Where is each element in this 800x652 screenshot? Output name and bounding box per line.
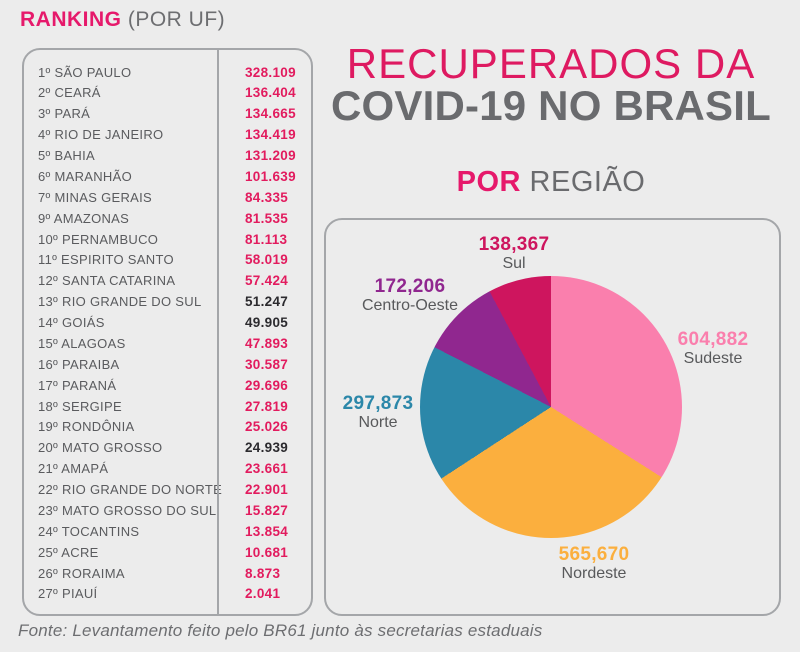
state-recovered-value: 328.109 bbox=[245, 64, 296, 80]
state-recovered-value: 57.424 bbox=[245, 273, 289, 289]
state-rank-label: 16º PARAIBA bbox=[38, 356, 120, 372]
state-recovered-value: 30.587 bbox=[245, 356, 289, 372]
state-recovered-value: 49.905 bbox=[245, 315, 289, 330]
state-rank-label: 15º ALAGOAS bbox=[38, 335, 126, 351]
state-recovered-value: 81.535 bbox=[245, 210, 289, 226]
source-note: Fonte: Levantamento feito pelo BR61 junt… bbox=[18, 621, 543, 640]
state-rank-label: 7º MINAS GERAIS bbox=[38, 189, 152, 205]
ranking-title-accent: RANKING bbox=[20, 8, 122, 31]
table-row: 16º PARAIBA 30.587 bbox=[24, 356, 311, 372]
table-row: 3º PARÁ 134.665 bbox=[24, 106, 311, 122]
state-rank-label: 6º MARANHÃO bbox=[38, 168, 133, 184]
page-title-line2: COVID-19 NO BRASIL bbox=[331, 82, 771, 129]
table-row: 2º CEARÁ 136.404 bbox=[24, 85, 311, 101]
state-rank-label: 9º AMAZONAS bbox=[38, 210, 130, 226]
state-rank-label: 11º ESPIRITO SANTO bbox=[38, 252, 174, 268]
state-rank-label: 27º PIAUÍ bbox=[38, 586, 98, 602]
table-row: 26º RORAIMA 8.873 bbox=[24, 565, 311, 581]
state-rank-label: 20º MATO GROSSO bbox=[38, 440, 163, 456]
state-rank-label: 2º CEARÁ bbox=[38, 85, 101, 101]
state-recovered-value: 2.041 bbox=[245, 586, 281, 602]
table-row: 7º MINAS GERAIS 84.335 bbox=[24, 189, 311, 205]
state-recovered-value: 23.661 bbox=[245, 461, 289, 477]
state-recovered-value: 15.827 bbox=[245, 502, 289, 518]
state-recovered-value: 58.019 bbox=[245, 252, 289, 268]
state-recovered-value: 47.893 bbox=[245, 335, 289, 351]
table-row: 27º PIAUÍ 2.041 bbox=[24, 586, 311, 602]
table-row: 11º ESPIRITO SANTO 58.019 bbox=[24, 252, 311, 268]
table-row: 14º GOIÁS 49.905 bbox=[24, 315, 311, 330]
table-row: 20º MATO GROSSO 24.939 bbox=[24, 440, 311, 456]
state-rank-label: 25º ACRE bbox=[38, 544, 99, 560]
region-panel bbox=[324, 218, 781, 616]
state-rank-label: 10º PERNAMBUCO bbox=[38, 231, 159, 247]
table-row: 17º PARANÁ 29.696 bbox=[24, 377, 311, 393]
chart-subtitle-rest: REGIÃO bbox=[520, 166, 646, 198]
state-rank-label: 22º RIO GRANDE DO NORTE bbox=[38, 482, 223, 497]
state-rank-label: 12º SANTA CATARINA bbox=[38, 273, 176, 289]
state-rank-label: 23º MATO GROSSO DO SUL bbox=[38, 502, 217, 518]
state-rank-label: 18º SERGIPE bbox=[38, 398, 122, 414]
table-row: 4º RIO DE JANEIRO 134.419 bbox=[24, 127, 311, 143]
table-row: 19º RONDÔNIA 25.026 bbox=[24, 419, 311, 435]
state-recovered-value: 8.873 bbox=[245, 565, 281, 581]
column-divider bbox=[217, 50, 219, 614]
table-row: 21º AMAPÁ 23.661 bbox=[24, 461, 311, 477]
table-row: 1º SÃO PAULO 328.109 bbox=[24, 64, 311, 80]
page-title-line1: RECUPERADOS DA bbox=[346, 40, 756, 87]
state-recovered-value: 29.696 bbox=[245, 377, 289, 393]
table-row: 22º RIO GRANDE DO NORTE 22.901 bbox=[24, 482, 311, 497]
state-rank-label: 26º RORAIMA bbox=[38, 565, 125, 581]
ranking-table: 1º SÃO PAULO 328.109 2º CEARÁ 136.404 3º… bbox=[24, 50, 311, 614]
state-recovered-value: 10.681 bbox=[245, 544, 289, 560]
state-recovered-value: 25.026 bbox=[245, 419, 289, 435]
table-row: 15º ALAGOAS 47.893 bbox=[24, 335, 311, 351]
pie-chart bbox=[420, 276, 682, 538]
state-recovered-value: 101.639 bbox=[245, 168, 296, 184]
table-row: 10º PERNAMBUCO 81.113 bbox=[24, 231, 311, 247]
state-rank-label: 5º BAHIA bbox=[38, 148, 96, 163]
state-recovered-value: 134.419 bbox=[245, 127, 296, 143]
table-row: 13º RIO GRANDE DO SUL 51.247 bbox=[24, 294, 311, 310]
table-row: 23º MATO GROSSO DO SUL 15.827 bbox=[24, 502, 311, 518]
chart-subtitle: POR REGIÃO bbox=[457, 167, 646, 198]
state-rank-label: 19º RONDÔNIA bbox=[38, 419, 135, 435]
state-rank-label: 24º TOCANTINS bbox=[38, 523, 140, 539]
ranking-panel: 1º SÃO PAULO 328.109 2º CEARÁ 136.404 3º… bbox=[22, 48, 313, 616]
table-row: 24º TOCANTINS 13.854 bbox=[24, 523, 311, 539]
state-recovered-value: 13.854 bbox=[245, 523, 289, 539]
ranking-title: RANKING (POR UF) bbox=[20, 8, 225, 32]
state-rank-label: 1º SÃO PAULO bbox=[38, 64, 132, 80]
table-row: 25º ACRE 10.681 bbox=[24, 544, 311, 560]
state-recovered-value: 136.404 bbox=[245, 85, 296, 101]
state-rank-label: 17º PARANÁ bbox=[38, 377, 117, 393]
state-rank-label: 3º PARÁ bbox=[38, 106, 91, 122]
chart-subtitle-accent: POR bbox=[456, 166, 521, 198]
state-rank-label: 14º GOIÁS bbox=[38, 315, 105, 330]
table-row: 9º AMAZONAS 81.535 bbox=[24, 210, 311, 226]
table-row: 6º MARANHÃO 101.639 bbox=[24, 168, 311, 184]
state-recovered-value: 131.209 bbox=[245, 148, 296, 163]
state-rank-label: 13º RIO GRANDE DO SUL bbox=[38, 294, 202, 310]
state-recovered-value: 27.819 bbox=[245, 398, 289, 414]
table-row: 12º SANTA CATARINA 57.424 bbox=[24, 273, 311, 289]
state-recovered-value: 24.939 bbox=[245, 440, 289, 456]
state-recovered-value: 81.113 bbox=[245, 231, 288, 247]
state-recovered-value: 134.665 bbox=[245, 106, 296, 122]
state-recovered-value: 51.247 bbox=[245, 294, 289, 310]
state-rank-label: 4º RIO DE JANEIRO bbox=[38, 127, 164, 143]
state-rank-label: 21º AMAPÁ bbox=[38, 461, 109, 477]
ranking-title-rest: (POR UF) bbox=[121, 8, 226, 31]
state-recovered-value: 84.335 bbox=[245, 189, 289, 205]
state-recovered-value: 22.901 bbox=[245, 482, 289, 497]
table-row: 18º SERGIPE 27.819 bbox=[24, 398, 311, 414]
table-row: 5º BAHIA 131.209 bbox=[24, 148, 311, 163]
